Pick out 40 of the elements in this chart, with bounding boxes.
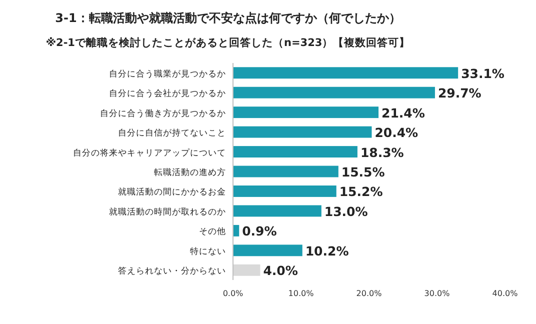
y-tick-label: 就職活動の時間が取れるのか bbox=[109, 206, 226, 218]
data-label: 10.2% bbox=[305, 243, 350, 258]
x-tick-label: 10.0% bbox=[288, 289, 314, 298]
y-tick-label: 転職活動の進め方 bbox=[154, 167, 226, 178]
data-label: 15.5% bbox=[341, 164, 386, 180]
data-label: 20.4% bbox=[374, 125, 419, 140]
bar bbox=[233, 86, 435, 98]
x-tick-label: 40.0% bbox=[492, 289, 518, 298]
x-tick-label: 20.0% bbox=[356, 289, 382, 298]
bar bbox=[233, 264, 260, 276]
data-label: 33.1% bbox=[461, 66, 505, 81]
x-tick-label: 30.0% bbox=[424, 289, 450, 298]
bar bbox=[233, 126, 372, 138]
chart-subtitle: ※2-1で離職を検討したことがあると回答した（n=323）【複数回答可】 bbox=[46, 36, 410, 49]
chart-title: 3-1：転職活動や就職活動で不安な点は何ですか（何でしたか） bbox=[55, 11, 401, 25]
data-label: 15.2% bbox=[339, 184, 384, 200]
y-tick-label: その他 bbox=[199, 226, 226, 238]
y-tick-label: 自分に自信が持てないこと bbox=[118, 128, 226, 139]
y-tick-label: 自分に合う働き方が見つかるか bbox=[100, 108, 226, 119]
y-tick-label: 答えられない・分からない bbox=[118, 266, 226, 277]
bar bbox=[233, 106, 379, 118]
y-tick-label: 自分に合う会社が見つかるか bbox=[109, 88, 226, 100]
data-label: 18.3% bbox=[360, 144, 404, 160]
bar bbox=[233, 67, 458, 79]
bar bbox=[233, 244, 302, 256]
data-label: 21.4% bbox=[382, 105, 426, 120]
y-tick-label: 就職活動の間にかかるお金 bbox=[118, 186, 226, 198]
bar bbox=[233, 224, 240, 236]
y-tick-label: 特にない bbox=[190, 246, 226, 257]
bar bbox=[233, 186, 336, 197]
data-label: 29.7% bbox=[438, 86, 482, 101]
y-tick-label: 自分に合う職業が見つかるか bbox=[109, 68, 226, 80]
y-tick-label: 自分の将来やキャリアアップについて bbox=[73, 147, 226, 158]
data-label: 0.9% bbox=[242, 224, 278, 239]
x-tick-label: 0.0% bbox=[222, 289, 244, 298]
data-label: 4.0% bbox=[263, 263, 298, 278]
bar bbox=[233, 146, 358, 158]
bar bbox=[233, 166, 338, 178]
bar bbox=[233, 205, 322, 217]
data-label: 13.0% bbox=[324, 204, 368, 219]
